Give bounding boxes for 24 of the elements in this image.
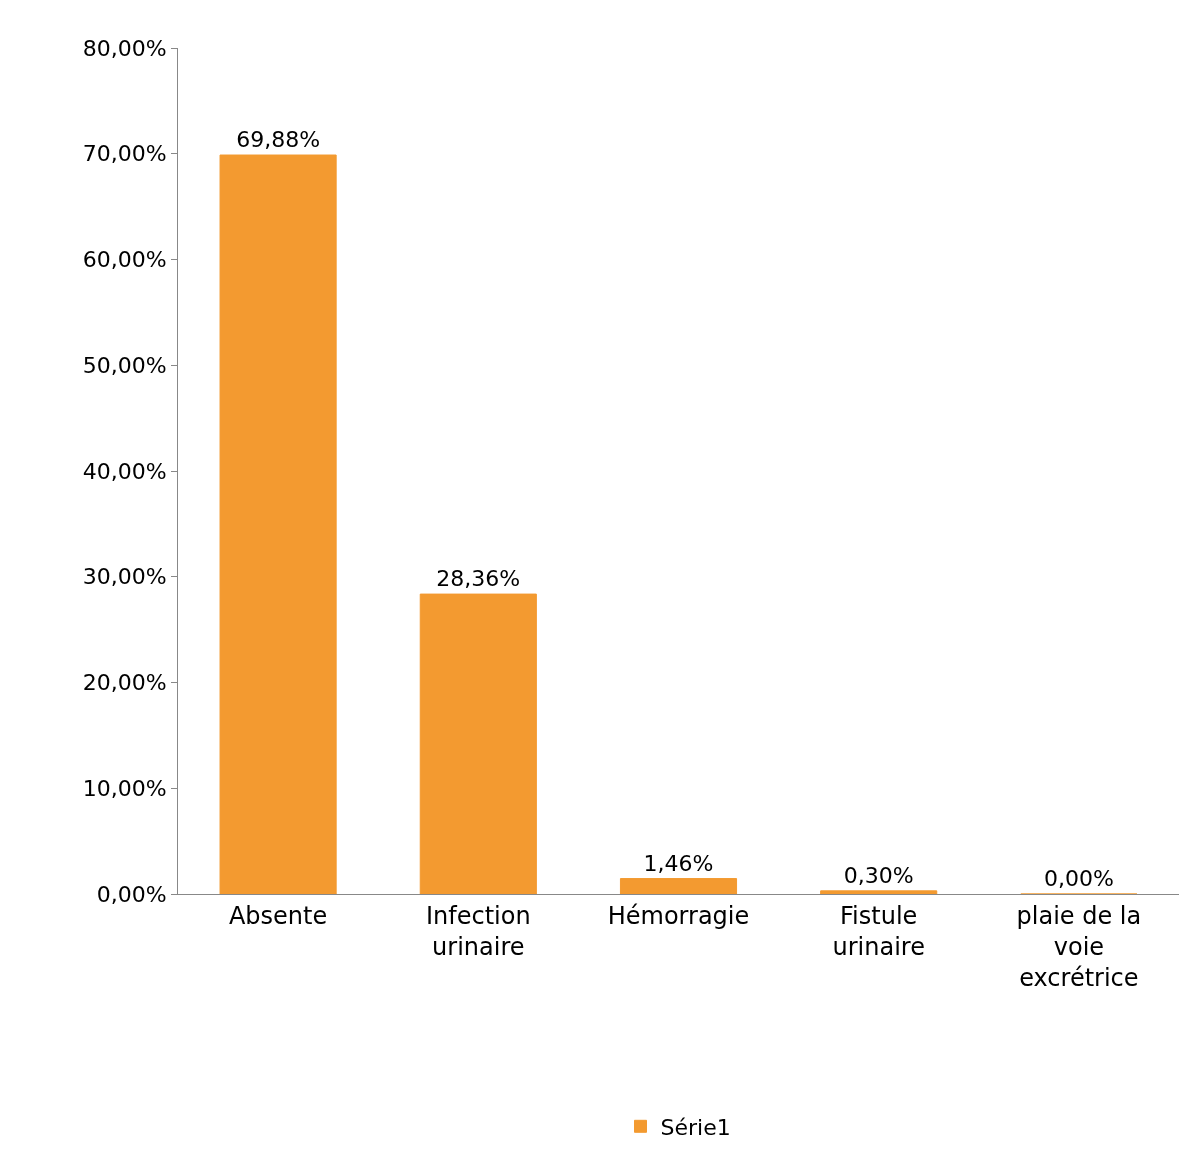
data-label: 1,46% <box>643 850 714 876</box>
y-tick-label: 80,00% <box>82 35 167 61</box>
y-tick-label: 10,00% <box>82 775 167 801</box>
y-tick-label: 20,00% <box>82 670 167 696</box>
bar <box>820 890 938 894</box>
y-tick-label: 30,00% <box>82 564 167 590</box>
y-tick-label: 40,00% <box>82 458 167 484</box>
x-tick-label: Hémorragie <box>607 901 750 930</box>
bar <box>419 593 537 894</box>
bar <box>219 154 337 894</box>
data-label: 28,36% <box>436 566 521 592</box>
x-tick-label: Infection urinaire <box>425 901 531 961</box>
x-tick-label: Absente <box>228 901 328 930</box>
data-label: 69,88% <box>236 127 321 153</box>
y-tick-label: 0,00% <box>96 881 167 907</box>
bar <box>619 878 738 894</box>
legend-label: Série1 <box>660 1114 731 1140</box>
data-label: 0,00% <box>1043 866 1114 891</box>
y-tick-label: 60,00% <box>82 247 167 273</box>
y-tick-label: 50,00% <box>82 352 167 378</box>
data-label: 0,30% <box>843 862 914 888</box>
y-tick-label: 70,00% <box>82 141 167 167</box>
x-tick-label: plaie de la voie excrétrice <box>1016 901 1142 993</box>
x-tick-label: Fistule urinaire <box>832 901 925 961</box>
